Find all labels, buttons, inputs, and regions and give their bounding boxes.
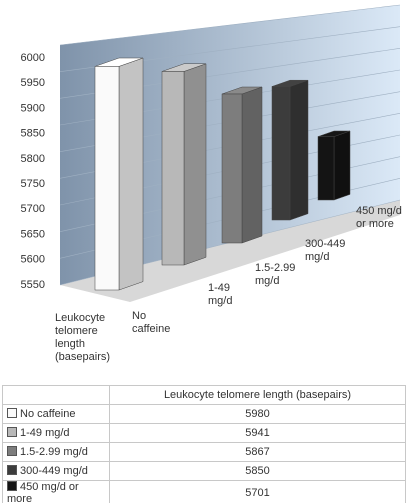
x-category-label: Leukocyte telomere length (basepairs) — [55, 312, 111, 363]
bar — [271, 86, 291, 221]
bar-side — [118, 57, 144, 291]
y-tick-label: 5600 — [21, 254, 45, 266]
y-tick-label: 5900 — [21, 102, 45, 114]
bar-side — [333, 130, 351, 201]
bar-side — [183, 63, 207, 266]
table-value: 5701 — [109, 480, 406, 503]
y-tick-label: 6000 — [21, 52, 45, 64]
table-series-cell: 1-49 mg/d — [2, 423, 110, 443]
legend-swatch — [7, 427, 17, 437]
table-series-cell: No caffeine — [2, 404, 110, 424]
table-row: No caffeine 5980 — [2, 404, 406, 424]
bar — [161, 71, 185, 266]
table-series-cell: 300-449 mg/d — [2, 461, 110, 481]
table-series-cell: 1.5-2.99 mg/d — [2, 442, 110, 462]
depth-axis-label: 450 mg/d or more — [356, 205, 402, 230]
legend-swatch — [7, 446, 17, 456]
legend-label: 450 mg/d or more — [7, 481, 79, 503]
data-table: Leukocyte telomere length (basepairs) No… — [2, 385, 406, 503]
depth-axis-label: 300-449 mg/d — [305, 238, 346, 263]
table-header: Leukocyte telomere length (basepairs) — [109, 385, 406, 405]
table-row: 300-449 mg/d 5850 — [2, 461, 406, 481]
y-tick-label: 5850 — [21, 128, 45, 140]
bar-side — [289, 79, 309, 221]
table-row: 1.5-2.99 mg/d 5867 — [2, 442, 406, 462]
bar-side — [241, 86, 263, 244]
bar — [317, 136, 335, 201]
table-value: 5980 — [109, 404, 406, 424]
bar — [94, 66, 120, 291]
y-tick-label: 5950 — [21, 77, 45, 89]
y-tick-label: 5650 — [21, 228, 45, 240]
table-value: 5850 — [109, 461, 406, 481]
legend-swatch — [7, 481, 17, 491]
table-corner — [2, 385, 110, 405]
table-value: 5867 — [109, 442, 406, 462]
legend-label: 300-449 mg/d — [20, 465, 88, 477]
grid-line — [59, 4, 401, 46]
depth-axis-label: No caffeine — [132, 310, 171, 335]
chart: 5550 5600 5650 5700 5750 5800 5850 5900 5950 6000 — [21, 4, 401, 302]
y-tick-label: 5800 — [21, 153, 45, 165]
table-series-cell: 450 mg/d or more — [2, 480, 110, 503]
table-value: 5941 — [109, 423, 406, 443]
legend-label: 1.5-2.99 mg/d — [20, 446, 88, 458]
legend-label: 1-49 mg/d — [20, 427, 70, 439]
legend-swatch — [7, 408, 17, 418]
legend-label: No caffeine — [20, 408, 76, 420]
depth-axis-label: 1-49 mg/d — [208, 282, 233, 307]
legend-swatch — [7, 465, 17, 475]
y-tick-label: 5750 — [21, 178, 45, 190]
floor — [60, 200, 400, 302]
bar — [221, 93, 243, 244]
y-tick-label: 5550 — [21, 279, 45, 291]
depth-axis-label: 1.5-2.99 mg/d — [255, 262, 296, 287]
table-row: 450 mg/d or more 5701 — [2, 480, 406, 503]
y-tick-label: 5700 — [21, 203, 45, 215]
table-row: 1-49 mg/d 5941 — [2, 423, 406, 443]
